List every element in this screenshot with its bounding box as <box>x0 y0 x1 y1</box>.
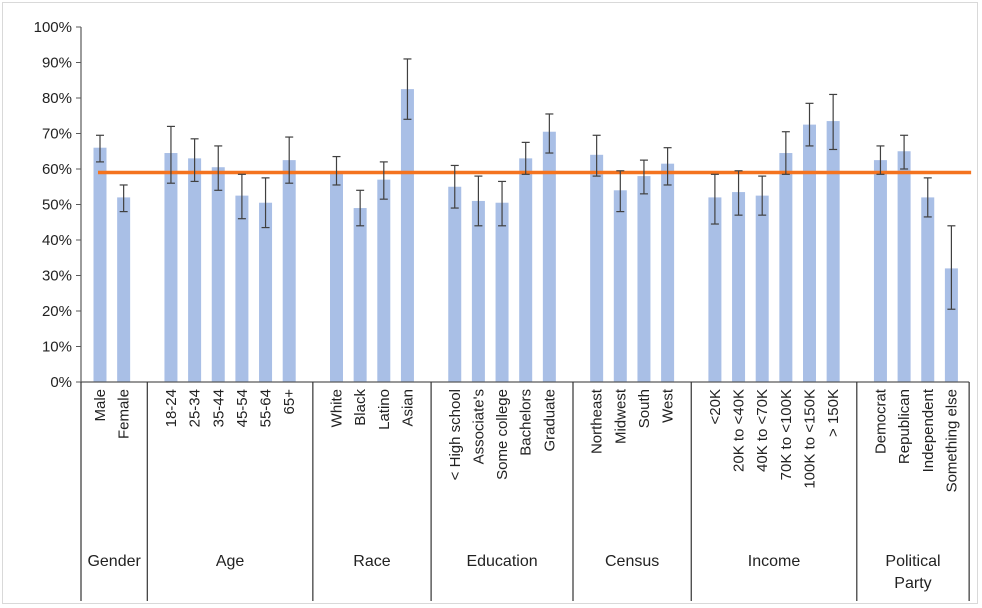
x-tick-label: 40K to <70K <box>754 389 771 472</box>
bar <box>495 202 509 382</box>
y-tick-label: 30% <box>42 268 72 285</box>
bar <box>259 202 273 382</box>
bar <box>755 195 769 382</box>
bar <box>519 158 533 382</box>
group-label: Census <box>605 553 659 570</box>
bar <box>164 153 178 382</box>
bar <box>708 197 722 382</box>
x-tick-label: Latino <box>376 389 393 430</box>
bar <box>803 124 816 382</box>
x-tick-label: South <box>636 389 653 428</box>
bar <box>873 160 887 382</box>
x-tick-label: Asian <box>399 389 416 427</box>
x-tick-label: Independent <box>920 388 937 472</box>
x-tick-label: Associate's <box>470 389 487 464</box>
x-tick-label: 18-24 <box>163 389 180 427</box>
y-tick-label: 10% <box>42 339 72 356</box>
bar <box>117 197 131 382</box>
y-tick-label: 40% <box>42 232 72 249</box>
y-tick-label: 50% <box>42 197 72 214</box>
y-tick-label: 60% <box>42 161 72 178</box>
x-tick-label: Graduate <box>541 389 558 452</box>
x-tick-label: Some college <box>494 389 511 480</box>
bar <box>448 186 462 382</box>
x-tick-label: Male <box>92 389 109 422</box>
bar <box>93 147 107 382</box>
bar <box>897 151 911 382</box>
bar <box>188 158 202 382</box>
bar <box>637 176 651 382</box>
x-tick-label: Something else <box>943 389 960 492</box>
group-label: Political <box>885 553 940 570</box>
x-tick-label: 65+ <box>281 389 298 415</box>
y-tick-label: 80% <box>42 90 72 107</box>
group-label: Gender <box>87 553 141 570</box>
x-tick-label: Northeast <box>589 388 606 454</box>
x-tick-label: <20K <box>707 389 724 424</box>
bar <box>921 197 935 382</box>
bar <box>613 190 627 382</box>
x-tick-label: 70K to <100K <box>778 389 795 480</box>
bar <box>944 268 958 382</box>
bar <box>235 195 249 382</box>
group-label: Party <box>894 575 931 592</box>
x-tick-label: White <box>329 389 346 427</box>
x-tick-label: 35-44 <box>210 389 227 427</box>
x-tick-label: Democrat <box>872 388 889 454</box>
x-tick-label: 25-34 <box>187 389 204 427</box>
y-tick-label: 20% <box>42 303 72 320</box>
x-tick-label: < High school <box>447 389 464 480</box>
x-tick-label: Black <box>352 389 369 426</box>
x-tick-label: 20K to <40K <box>731 389 748 472</box>
bar <box>282 160 296 382</box>
y-tick-label: 90% <box>42 55 72 72</box>
bar <box>779 153 793 382</box>
group-label: Income <box>748 553 801 570</box>
bar <box>590 154 604 382</box>
bar <box>471 200 485 382</box>
bar <box>353 208 367 382</box>
x-tick-label: Female <box>116 389 133 439</box>
bar <box>542 131 556 382</box>
bar <box>732 192 746 382</box>
x-tick-label: 100K to <150K <box>802 389 819 489</box>
bar <box>211 167 225 382</box>
bar <box>377 179 391 382</box>
bar <box>826 121 840 382</box>
group-label: Race <box>353 553 390 570</box>
y-tick-label: 100% <box>34 19 72 36</box>
y-tick-label: 70% <box>42 126 72 143</box>
bar <box>661 163 675 382</box>
x-tick-label: Republican <box>896 389 913 464</box>
x-tick-label: > 150K <box>825 389 842 437</box>
bar <box>400 89 414 382</box>
y-tick-label: 0% <box>50 374 72 391</box>
group-label: Age <box>216 553 245 570</box>
x-tick-label: Bachelors <box>518 389 535 456</box>
x-tick-label: West <box>660 388 677 423</box>
group-label: Education <box>466 553 537 570</box>
x-tick-label: Midwest <box>612 388 629 444</box>
x-tick-label: 45-54 <box>234 389 251 427</box>
x-tick-label: 55-64 <box>258 389 275 427</box>
bar <box>330 172 343 382</box>
